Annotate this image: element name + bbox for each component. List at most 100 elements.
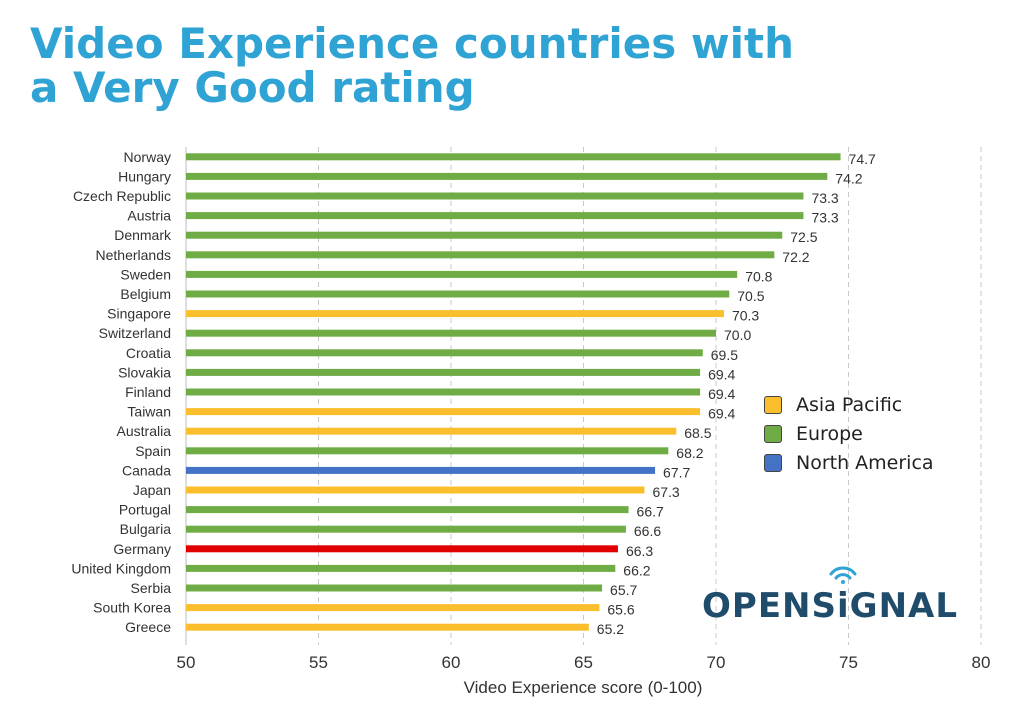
x-tick-label: 80 xyxy=(972,653,991,672)
data-label: 70.0 xyxy=(724,327,751,343)
category-label: Slovakia xyxy=(118,364,171,380)
bar xyxy=(186,270,738,278)
category-label: Belgium xyxy=(120,286,171,302)
bar xyxy=(186,525,626,533)
data-label: 69.5 xyxy=(711,347,738,363)
data-label: 70.8 xyxy=(745,268,772,284)
data-label: 66.3 xyxy=(626,543,653,559)
category-label: Serbia xyxy=(131,580,172,596)
data-label: 72.5 xyxy=(790,229,817,245)
data-label: 67.3 xyxy=(652,484,679,500)
category-label: Australia xyxy=(117,423,172,439)
bar xyxy=(186,349,703,357)
x-tick-label: 60 xyxy=(442,653,461,672)
bar xyxy=(186,153,841,161)
bar xyxy=(186,545,618,553)
data-label: 66.7 xyxy=(637,504,664,520)
bar xyxy=(186,408,701,416)
data-label: 65.7 xyxy=(610,582,637,598)
bar xyxy=(186,584,603,592)
bar xyxy=(186,192,804,200)
bar xyxy=(186,212,804,220)
bar xyxy=(186,466,656,474)
bar xyxy=(186,290,730,298)
bar xyxy=(186,231,783,239)
category-label: Sweden xyxy=(120,266,171,282)
category-label: Czech Republic xyxy=(73,188,171,204)
legend-swatch-north-america xyxy=(764,453,782,472)
x-tick-label: 75 xyxy=(839,653,858,672)
bar xyxy=(186,368,701,376)
data-label: 68.5 xyxy=(684,425,711,441)
category-label: Singapore xyxy=(107,306,171,322)
data-label: 67.7 xyxy=(663,464,690,480)
category-label: Switzerland xyxy=(99,325,171,341)
legend-item-europe: Europe xyxy=(764,419,934,448)
chart-title-line-2: a Very Good rating xyxy=(30,63,475,112)
data-label: 70.3 xyxy=(732,308,759,324)
legend-swatch-asia-pacific xyxy=(764,395,782,414)
data-label: 69.4 xyxy=(708,366,735,382)
bar xyxy=(186,486,645,494)
data-label: 73.3 xyxy=(811,210,838,226)
data-label: 65.6 xyxy=(607,602,634,618)
category-label: Japan xyxy=(133,482,171,498)
category-label: Bulgaria xyxy=(120,521,172,537)
category-label: Hungary xyxy=(118,168,171,184)
data-label: 74.2 xyxy=(835,170,862,186)
data-label: 66.2 xyxy=(623,562,650,578)
data-label: 70.5 xyxy=(737,288,764,304)
opensignal-logo: OPENS i GNAL xyxy=(702,566,958,626)
bar xyxy=(186,329,716,337)
chart-title-line-1: Video Experience countries with xyxy=(30,19,795,68)
data-label: 69.4 xyxy=(708,406,735,422)
logo-text-start: OPENS xyxy=(702,586,837,626)
bar xyxy=(186,310,724,318)
x-tick-label: 70 xyxy=(707,653,726,672)
logo-text-end: GNAL xyxy=(849,586,958,626)
category-label: Germany xyxy=(113,541,171,557)
category-label: Denmark xyxy=(114,227,172,243)
category-label: South Korea xyxy=(93,600,171,616)
category-label: United Kingdom xyxy=(71,560,171,576)
data-label: 65.2 xyxy=(597,621,624,637)
legend-item-north-america: North America xyxy=(764,448,934,477)
logo-letter-i: i xyxy=(829,566,857,626)
data-label: 66.6 xyxy=(634,523,661,539)
legend-item-asia-pacific: Asia Pacific xyxy=(764,390,934,419)
data-label: 69.4 xyxy=(708,386,735,402)
bar xyxy=(186,172,828,180)
category-label: Greece xyxy=(125,619,171,635)
category-label: Norway xyxy=(124,149,171,165)
category-label: Taiwan xyxy=(127,404,171,420)
chart-title: Video Experience countries with a Very G… xyxy=(30,22,990,110)
legend: Asia Pacific Europe North America xyxy=(764,390,934,477)
wifi-signal-icon xyxy=(829,566,857,584)
legend-label-north-america: North America xyxy=(796,451,934,474)
category-label: Portugal xyxy=(119,502,171,518)
data-label: 73.3 xyxy=(811,190,838,206)
bar xyxy=(186,604,600,612)
bar xyxy=(186,447,669,455)
x-tick-label: 50 xyxy=(177,653,196,672)
category-label: Canada xyxy=(122,462,171,478)
data-label: 68.2 xyxy=(676,445,703,461)
bar xyxy=(186,388,701,396)
bar xyxy=(186,427,677,435)
bar xyxy=(186,506,629,514)
category-label: Croatia xyxy=(126,345,171,361)
bar xyxy=(186,564,616,572)
category-label: Netherlands xyxy=(96,247,172,263)
category-label: Spain xyxy=(135,443,171,459)
category-label: Austria xyxy=(127,208,171,224)
category-label: Finland xyxy=(125,384,171,400)
data-label: 74.7 xyxy=(849,151,876,167)
legend-label-europe: Europe xyxy=(796,422,863,445)
data-label: 72.2 xyxy=(782,249,809,265)
legend-swatch-europe xyxy=(764,424,782,443)
x-tick-label: 55 xyxy=(309,653,328,672)
bar xyxy=(186,623,589,631)
legend-label-asia-pacific: Asia Pacific xyxy=(796,393,903,416)
x-tick-label: 65 xyxy=(574,653,593,672)
